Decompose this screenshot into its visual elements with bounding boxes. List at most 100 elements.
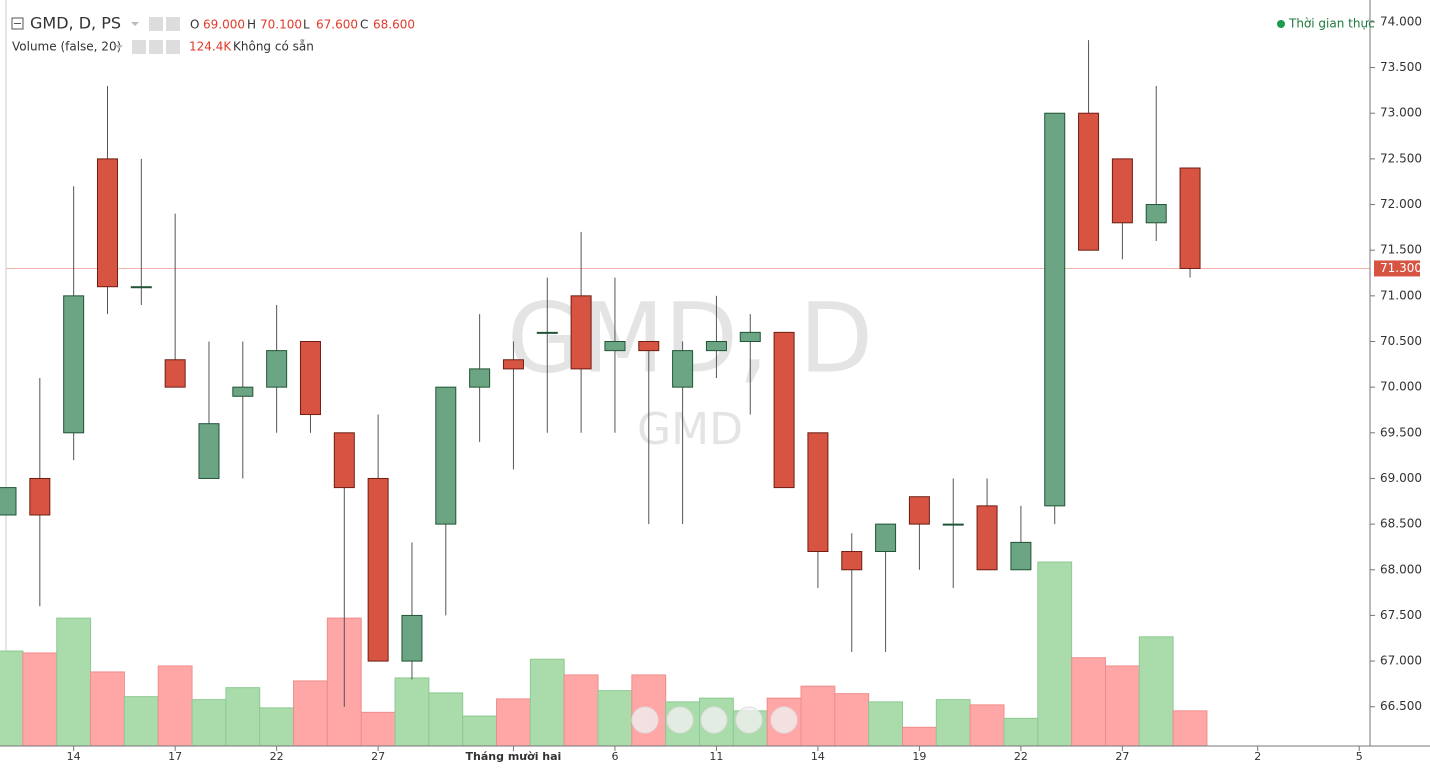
candle-body — [536, 331, 558, 334]
high-value: 70.100 — [260, 18, 302, 32]
volume-bar — [1104, 665, 1140, 747]
volume-bar — [563, 674, 599, 747]
volume-bar — [834, 693, 870, 747]
candle-body — [299, 340, 321, 416]
volume-bar — [428, 692, 464, 747]
icon-button[interactable] — [149, 40, 163, 54]
volume-bar — [56, 617, 92, 747]
symbol: GMD, D, PS — [30, 14, 121, 33]
x-tick-label: 6 — [611, 750, 618, 763]
candle-body — [198, 423, 220, 479]
y-tick-label: 68.000 — [1380, 562, 1422, 576]
volume-bar — [1138, 636, 1174, 747]
candle-body — [164, 359, 186, 388]
candle-body — [266, 350, 288, 388]
candle-body — [976, 505, 998, 571]
status-dot — [1277, 20, 1285, 28]
last-price-label: 71.300 — [1380, 261, 1422, 275]
volume-bar — [22, 652, 58, 747]
volume-bar — [496, 698, 531, 747]
icon-button[interactable] — [166, 40, 180, 54]
y-tick-label: 67.000 — [1380, 654, 1422, 668]
x-tick-label: 14 — [811, 750, 825, 763]
volume-bar — [394, 677, 430, 747]
x-tick-label: 2 — [1254, 750, 1261, 763]
candle-body — [63, 295, 85, 434]
x-tick-label: Tháng mười hai — [466, 750, 562, 763]
candle-body — [773, 331, 795, 489]
watermark-sub: GMD — [637, 404, 743, 455]
volume-bar — [259, 707, 295, 747]
candle-body — [469, 368, 491, 388]
y-tick-label: 70.500 — [1380, 334, 1422, 348]
volume-note: Không có sẵn — [233, 40, 314, 54]
volume-bar — [901, 726, 937, 747]
x-tick-label: 27 — [371, 750, 385, 763]
y-tick-label: 72.000 — [1380, 197, 1422, 211]
open-value: 69.000 — [203, 18, 245, 32]
volume-bar — [529, 658, 565, 747]
x-tick-label: 17 — [168, 750, 182, 763]
volume-bar — [225, 687, 261, 747]
y-tick-label: 67.500 — [1380, 608, 1422, 622]
scroll-right[interactable] — [770, 706, 798, 734]
x-tick-label: 27 — [1115, 750, 1129, 763]
volume-bar — [800, 685, 836, 747]
y-tick-label: 71.000 — [1380, 288, 1422, 302]
y-tick-label: 70.000 — [1380, 380, 1422, 394]
y-tick-label: 71.500 — [1380, 243, 1422, 257]
scroll-left[interactable] — [631, 706, 659, 734]
plot — [0, 40, 1370, 747]
volume-bar — [1172, 710, 1208, 747]
x-tick-label: 5 — [1356, 750, 1363, 763]
candle-body — [1179, 167, 1201, 269]
icon-button[interactable] — [149, 17, 163, 31]
volume-bar — [1037, 561, 1073, 747]
candle-body — [333, 432, 355, 489]
candle-body — [29, 477, 51, 516]
x-tick-label: 22 — [1014, 750, 1028, 763]
volume-bar — [360, 711, 396, 747]
high-key: H — [247, 18, 256, 32]
candle-body — [807, 432, 829, 553]
open-key: O — [190, 18, 199, 32]
volume-bar — [462, 715, 498, 747]
candle-body — [0, 487, 17, 516]
x-tick-label: 14 — [67, 750, 81, 763]
volume-bar — [1071, 657, 1106, 747]
y-tick-label: 69.500 — [1380, 425, 1422, 439]
icon-button[interactable] — [166, 17, 180, 31]
volume-bar — [597, 690, 633, 747]
volume-value: 124.4K — [189, 40, 232, 54]
volume-bar — [935, 699, 971, 747]
zoom-controls — [631, 706, 798, 734]
dropdown[interactable] — [115, 45, 123, 49]
candle-body — [739, 331, 761, 342]
candle-body — [705, 340, 727, 352]
x-tick-label: 19 — [912, 750, 926, 763]
icon-button[interactable] — [132, 40, 146, 54]
reset[interactable] — [700, 706, 728, 734]
candle-body — [1044, 112, 1066, 507]
dropdown[interactable] — [131, 22, 139, 26]
volume-bar — [1003, 717, 1039, 747]
candle-body — [908, 496, 930, 525]
zoom-out[interactable] — [666, 706, 694, 734]
candle-body — [401, 614, 423, 662]
low-key: L — [303, 18, 310, 32]
candle-body — [841, 551, 863, 571]
y-tick-label: 73.500 — [1380, 60, 1422, 74]
candle-body — [1010, 541, 1032, 571]
candle-body — [1145, 204, 1167, 224]
collapse-button[interactable] — [11, 17, 24, 30]
close-key: C — [360, 18, 368, 32]
volume-bar — [969, 704, 1005, 747]
candle-body — [942, 523, 964, 526]
last-price-box — [1374, 260, 1420, 277]
candle-body — [672, 350, 694, 388]
candle-body — [130, 286, 152, 289]
candle-body — [435, 386, 457, 525]
candle-body — [502, 359, 524, 370]
y-tick-label: 73.000 — [1380, 106, 1422, 120]
zoom-in[interactable] — [735, 706, 763, 734]
